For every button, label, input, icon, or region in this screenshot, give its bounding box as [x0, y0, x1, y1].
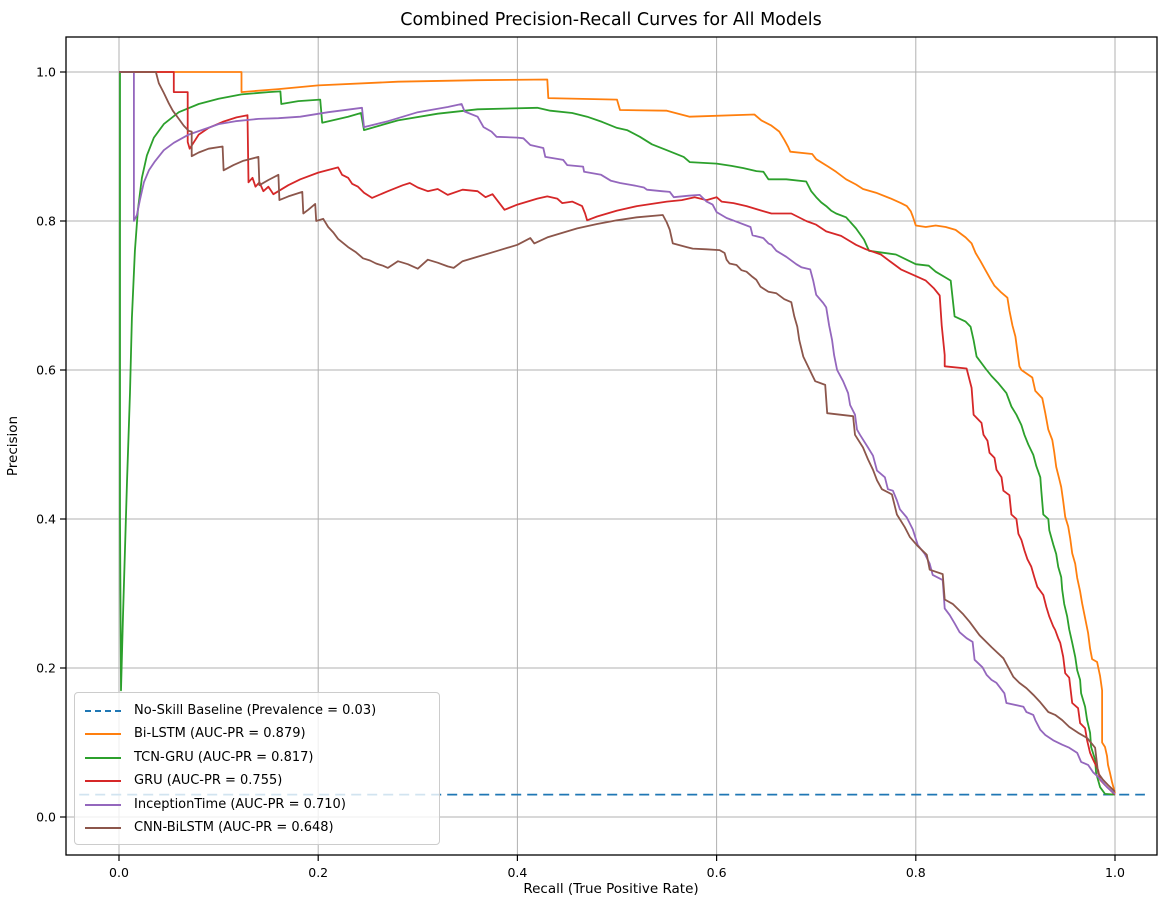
- x-tick-label: 0.4: [507, 865, 527, 880]
- legend-line-swatch: [85, 803, 121, 806]
- legend-label: InceptionTime (AUC-PR = 0.710): [134, 796, 346, 812]
- legend-item: GRU (AUC-PR = 0.755): [81, 770, 431, 792]
- y-tick-label: 0.2: [36, 661, 56, 676]
- legend: No-Skill Baseline (Prevalence = 0.03) Bi-…: [74, 692, 440, 845]
- curve-cnn-bilstm: [119, 71, 1116, 793]
- chart-title: Combined Precision-Recall Curves for All…: [400, 10, 822, 30]
- legend-label: No-Skill Baseline (Prevalence = 0.03): [134, 702, 377, 718]
- legend-line-swatch: [85, 733, 121, 736]
- legend-label: TCN-GRU (AUC-PR = 0.817): [134, 749, 314, 765]
- curve-tcn-gru: [119, 72, 1116, 796]
- y-axis-label: Precision: [5, 416, 21, 476]
- legend-item: InceptionTime (AUC-PR = 0.710): [81, 794, 431, 816]
- y-tick-label: 0.6: [36, 363, 56, 378]
- legend-label: GRU (AUC-PR = 0.755): [134, 773, 283, 789]
- legend-line-swatch: [85, 756, 121, 759]
- x-tick-label: 1.0: [1105, 865, 1125, 880]
- legend-item: Bi-LSTM (AUC-PR = 0.879): [81, 723, 431, 745]
- x-tick-label: 0.0: [109, 865, 129, 880]
- x-tick-label: 0.8: [906, 865, 926, 880]
- plot-border: [65, 36, 1158, 856]
- legend-line-swatch: [85, 827, 121, 830]
- legend-label: CNN-BiLSTM (AUC-PR = 0.648): [134, 820, 334, 836]
- curve-bi-lstm: [119, 71, 1116, 794]
- legend-item: No-Skill Baseline (Prevalence = 0.03): [81, 700, 431, 722]
- y-tick-label: 1.0: [36, 65, 56, 80]
- curve-gru: [119, 71, 1116, 796]
- y-tick-label: 0.0: [36, 810, 56, 825]
- x-tick-label: 0.6: [707, 865, 727, 880]
- y-tick-label: 0.8: [36, 214, 56, 229]
- x-tick-label: 0.2: [308, 865, 328, 880]
- x-axis-label: Recall (True Positive Rate): [523, 881, 698, 897]
- legend-item: TCN-GRU (AUC-PR = 0.817): [81, 747, 431, 769]
- curve-inceptiontime: [119, 71, 1116, 795]
- y-tick-label: 0.4: [36, 512, 56, 527]
- legend-line-swatch: [85, 709, 121, 712]
- legend-label: Bi-LSTM (AUC-PR = 0.879): [134, 726, 306, 742]
- legend-item: CNN-BiLSTM (AUC-PR = 0.648): [81, 817, 431, 839]
- curves: [79, 71, 1145, 796]
- legend-line-swatch: [85, 780, 121, 783]
- axis-ticks: 0.0 0.2 0.4 0.6 0.8 1.0 0.0 0.2 0.4 0.6 0.8 1.0: [36, 65, 1125, 881]
